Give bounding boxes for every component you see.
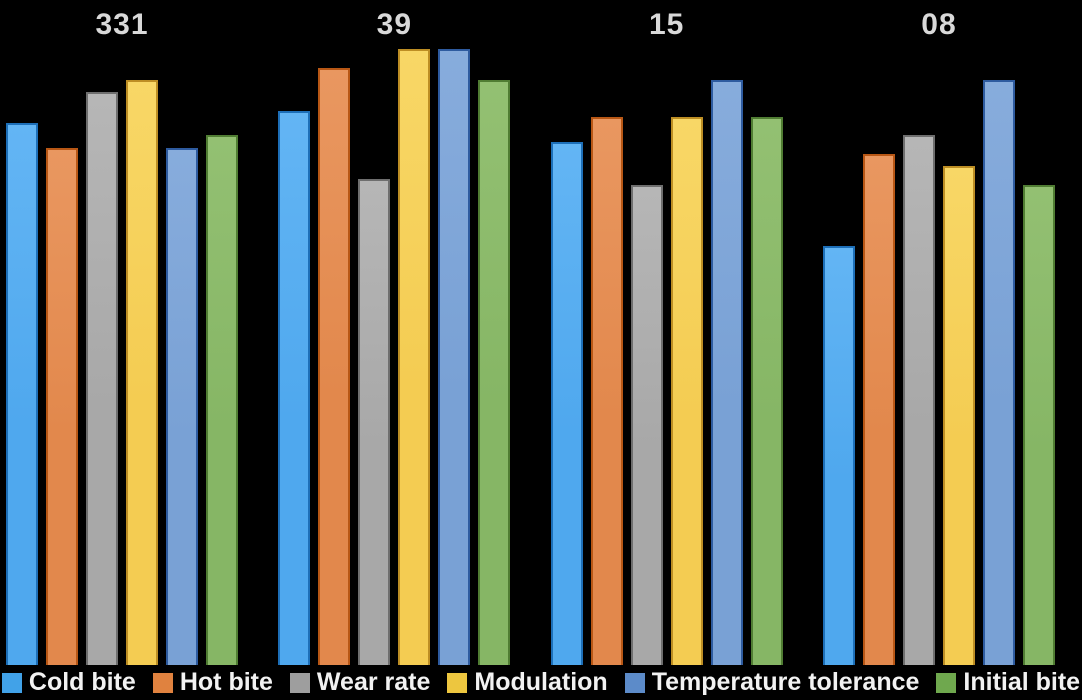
bar-temperature-tolerance-331 — [166, 148, 198, 665]
category-label-15: 15 — [648, 8, 685, 41]
bar-hot-bite-331 — [46, 148, 78, 665]
legend-item-initial-bite: Initial bite — [936, 668, 1080, 697]
bar-temperature-tolerance-15 — [710, 80, 743, 665]
legend-item-wear-rate: Wear rate — [289, 668, 431, 697]
legend-swatch-icon — [1, 672, 22, 693]
bar-wear-rate-15 — [630, 185, 663, 665]
legend-label: Modulation — [474, 668, 608, 696]
bar-temperature-tolerance-08 — [982, 80, 1015, 665]
legend-label: Hot bite — [179, 668, 273, 696]
bar-hot-bite-39 — [318, 68, 351, 665]
bar-hot-bite-08 — [862, 154, 895, 665]
bar-modulation-39 — [398, 49, 431, 665]
legend-item-cold-bite: Cold bite — [1, 668, 136, 697]
legend-item-temperature-tolerance: Temperature tolerance — [624, 668, 920, 697]
legend-swatch-icon — [447, 672, 468, 693]
legend-swatch-icon — [289, 672, 310, 693]
bar-temperature-tolerance-39 — [438, 49, 471, 665]
legend-label: Wear rate — [316, 668, 431, 696]
bar-wear-rate-39 — [358, 179, 391, 665]
bar-modulation-331 — [126, 80, 158, 665]
category-label-39: 39 — [376, 8, 413, 41]
bar-cold-bite-331 — [6, 123, 38, 665]
bar-modulation-15 — [670, 117, 703, 665]
bar-cold-bite-08 — [822, 246, 855, 665]
bar-hot-bite-15 — [590, 117, 623, 665]
legend-item-hot-bite: Hot bite — [152, 668, 273, 697]
legend-label: Initial bite — [963, 668, 1081, 696]
legend-label: Temperature tolerance — [651, 668, 920, 696]
bar-modulation-08 — [942, 166, 975, 665]
bar-wear-rate-08 — [902, 135, 935, 665]
bar-initial-bite-39 — [478, 80, 511, 665]
category-label-331: 331 — [95, 8, 149, 41]
bar-group-15: 15 — [550, 0, 783, 665]
bar-group-39: 39 — [278, 0, 511, 665]
bar-initial-bite-331 — [206, 135, 238, 665]
legend-item-modulation: Modulation — [447, 668, 608, 697]
legend-swatch-icon — [624, 672, 645, 693]
legend-swatch-icon — [936, 672, 957, 693]
bar-initial-bite-08 — [1022, 185, 1055, 665]
bar-cold-bite-15 — [550, 142, 583, 665]
legend-label: Cold bite — [28, 668, 136, 696]
category-label-08: 08 — [921, 8, 957, 41]
bar-cold-bite-39 — [278, 111, 311, 665]
bar-group-331: 331 — [6, 0, 238, 665]
bar-group-08: 08 — [822, 0, 1055, 665]
legend: Cold bite Hot bite Wear rate Modulation Temp… — [0, 665, 1082, 700]
legend-swatch-icon — [152, 672, 173, 693]
bar-initial-bite-15 — [750, 117, 783, 665]
bar-wear-rate-331 — [86, 92, 118, 665]
plot-area: 331 39 15 08 — [6, 0, 1055, 665]
